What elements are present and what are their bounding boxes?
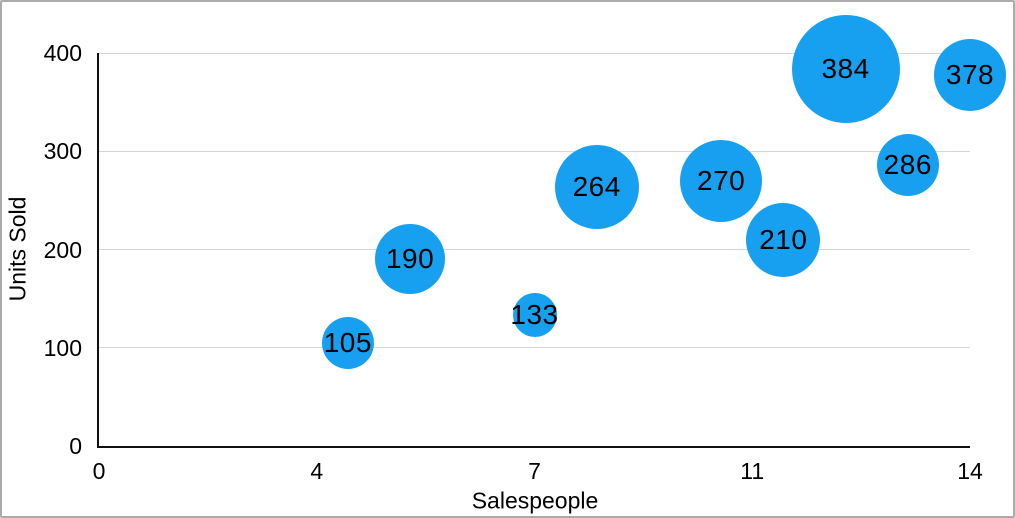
bubble-value-label: 105 [323, 326, 372, 358]
y-tick-label-300: 300 [43, 138, 82, 165]
bubble-105[interactable]: 105 [321, 316, 374, 369]
x-tick-label-4: 4 [310, 458, 324, 484]
bubble-210[interactable]: 210 [746, 202, 821, 277]
bubble-286[interactable]: 286 [876, 134, 939, 196]
bubble-378[interactable]: 378 [934, 38, 1006, 111]
y-tick-label-200: 200 [43, 236, 82, 263]
gridline-y-100 [99, 347, 970, 349]
x-axis-title: Salespeople [471, 487, 599, 514]
bubble-384[interactable]: 384 [791, 14, 900, 123]
y-tick-label-400: 400 [43, 40, 82, 66]
bubble-value-label: 210 [759, 223, 808, 255]
bubble-270[interactable]: 270 [680, 139, 763, 222]
bubble-value-label: 190 [385, 243, 435, 275]
x-tick-label-14: 14 [957, 458, 983, 484]
x-axis-line [97, 446, 970, 448]
plot-area: 105 190 133 264 270 210 384 286 378 [97, 14, 1006, 448]
gridline-y-300 [99, 150, 970, 152]
y-axis-line [97, 53, 99, 448]
gridline-y-400 [99, 52, 970, 54]
bubble-190[interactable]: 190 [375, 224, 446, 295]
x-tick-label-11: 11 [740, 458, 765, 484]
bubble-value-label: 264 [572, 170, 621, 202]
x-tick-label-7: 7 [528, 458, 541, 484]
bubble-value-label: 270 [697, 164, 746, 196]
y-tick-label-100: 100 [43, 334, 82, 361]
bubble-value-label: 286 [883, 149, 932, 180]
bubble-value-label: 378 [945, 58, 995, 90]
x-tick-label-0: 0 [92, 458, 106, 484]
bubble-value-label: 133 [510, 299, 559, 331]
bubble-264[interactable]: 264 [554, 144, 639, 229]
bubble-value-label: 384 [821, 52, 870, 84]
y-tick-label-0: 0 [69, 433, 82, 459]
bubble-133[interactable]: 133 [510, 293, 559, 338]
gridline-y-200 [99, 249, 970, 250]
